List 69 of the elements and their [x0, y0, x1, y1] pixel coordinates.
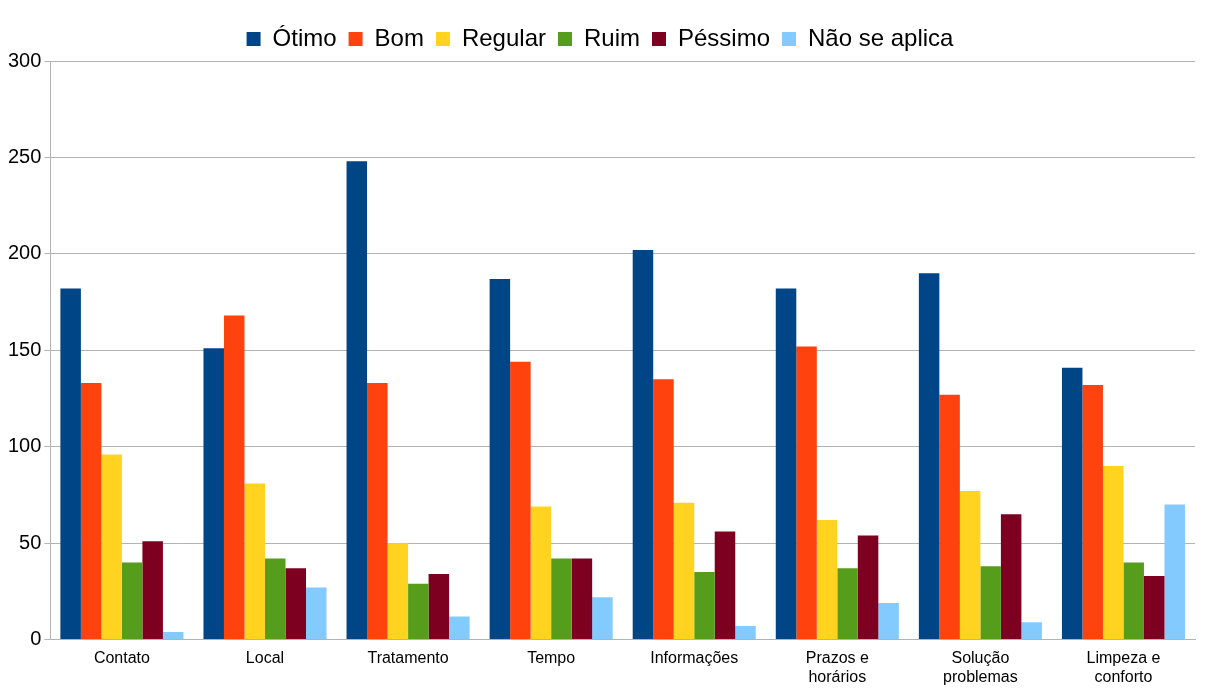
- bar: [1164, 504, 1185, 640]
- y-tick-label: 100: [7, 434, 42, 457]
- bar: [939, 394, 960, 640]
- bar: [101, 454, 122, 640]
- bar: [489, 278, 511, 640]
- x-tick-label: Tratamento: [367, 648, 449, 666]
- bar: [980, 566, 1001, 640]
- bar: [1082, 385, 1103, 640]
- bar: [367, 383, 388, 640]
- bar: [142, 541, 163, 640]
- bar: [653, 379, 674, 640]
- bar: [1061, 367, 1083, 640]
- bar: [387, 543, 409, 640]
- bar: [510, 361, 531, 640]
- bar: [816, 520, 838, 640]
- y-tick-label: 200: [7, 241, 42, 264]
- bar: [673, 502, 695, 640]
- bar: [714, 531, 736, 640]
- bar: [530, 506, 552, 640]
- legend-label: Ruim: [583, 23, 640, 51]
- bar: [346, 161, 368, 640]
- bar: [60, 288, 81, 640]
- bar: [959, 491, 981, 640]
- bar: [1143, 575, 1165, 640]
- bar: [837, 568, 858, 640]
- legend-label: Regular: [461, 23, 546, 51]
- y-tick-label: 150: [7, 337, 42, 360]
- bar: [121, 562, 143, 640]
- legend-label: Não se aplica: [808, 23, 955, 51]
- x-tick-label: Limpeza e conforto: [1086, 648, 1161, 685]
- bar: [694, 572, 715, 640]
- bar: [80, 383, 102, 640]
- legend-label: Ótimo: [272, 23, 337, 51]
- bar: [162, 631, 184, 640]
- x-tick-label: Prazos e horários: [805, 648, 869, 685]
- bar: [1021, 622, 1042, 640]
- y-tick-label: 0: [30, 627, 42, 650]
- bar: [449, 616, 470, 640]
- bar: [775, 288, 797, 640]
- bar: [223, 315, 245, 640]
- y-tick-label: 50: [19, 530, 42, 553]
- bar: [735, 626, 756, 640]
- bar: [918, 273, 940, 640]
- x-tick-label: Local: [245, 648, 285, 666]
- bar: [203, 348, 224, 640]
- bar: [285, 568, 306, 640]
- legend-label: Bom: [374, 23, 424, 51]
- bar: [592, 597, 613, 640]
- bar: [571, 558, 593, 640]
- bar: [551, 558, 572, 640]
- bar: [796, 346, 817, 640]
- y-tick-label: 250: [7, 144, 42, 167]
- legend-label: Péssimo: [677, 23, 771, 51]
- bar: [1102, 466, 1124, 640]
- bar: [428, 574, 450, 640]
- bar: [857, 535, 879, 640]
- x-tick-label: Contato: [93, 648, 151, 666]
- x-tick-label: Solução problemas: [943, 648, 1018, 685]
- bar: [632, 250, 654, 640]
- x-tick-label: Informações: [650, 648, 739, 666]
- bar: [878, 602, 899, 640]
- bar: [1123, 562, 1144, 640]
- bar: [408, 583, 429, 640]
- bar: [264, 558, 286, 640]
- bar: [306, 587, 327, 640]
- bar: [1000, 514, 1022, 640]
- x-tick-label: Tempo: [527, 648, 576, 666]
- bar: [244, 483, 265, 640]
- y-tick-label: 300: [7, 48, 42, 71]
